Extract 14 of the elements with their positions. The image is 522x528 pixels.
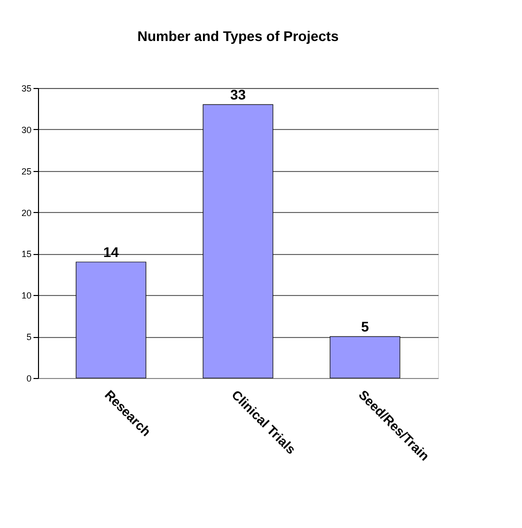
y-tick-label: 25	[21, 166, 32, 176]
y-tick-label: 20	[21, 208, 32, 218]
y-tick-label: 30	[21, 124, 32, 135]
bar	[330, 336, 400, 378]
y-tick-label: 0	[26, 374, 32, 384]
y-tick-label: 35	[21, 84, 32, 94]
y-tick-label: 10	[21, 290, 32, 301]
bar	[202, 104, 274, 378]
y-tick-label: 5	[26, 332, 32, 342]
y-tick-label: 15	[21, 249, 32, 260]
data-label: 33	[230, 86, 246, 103]
data-label: 5	[361, 318, 370, 335]
bar	[76, 262, 146, 378]
chart-title: Number and Types of Projects	[137, 28, 339, 44]
